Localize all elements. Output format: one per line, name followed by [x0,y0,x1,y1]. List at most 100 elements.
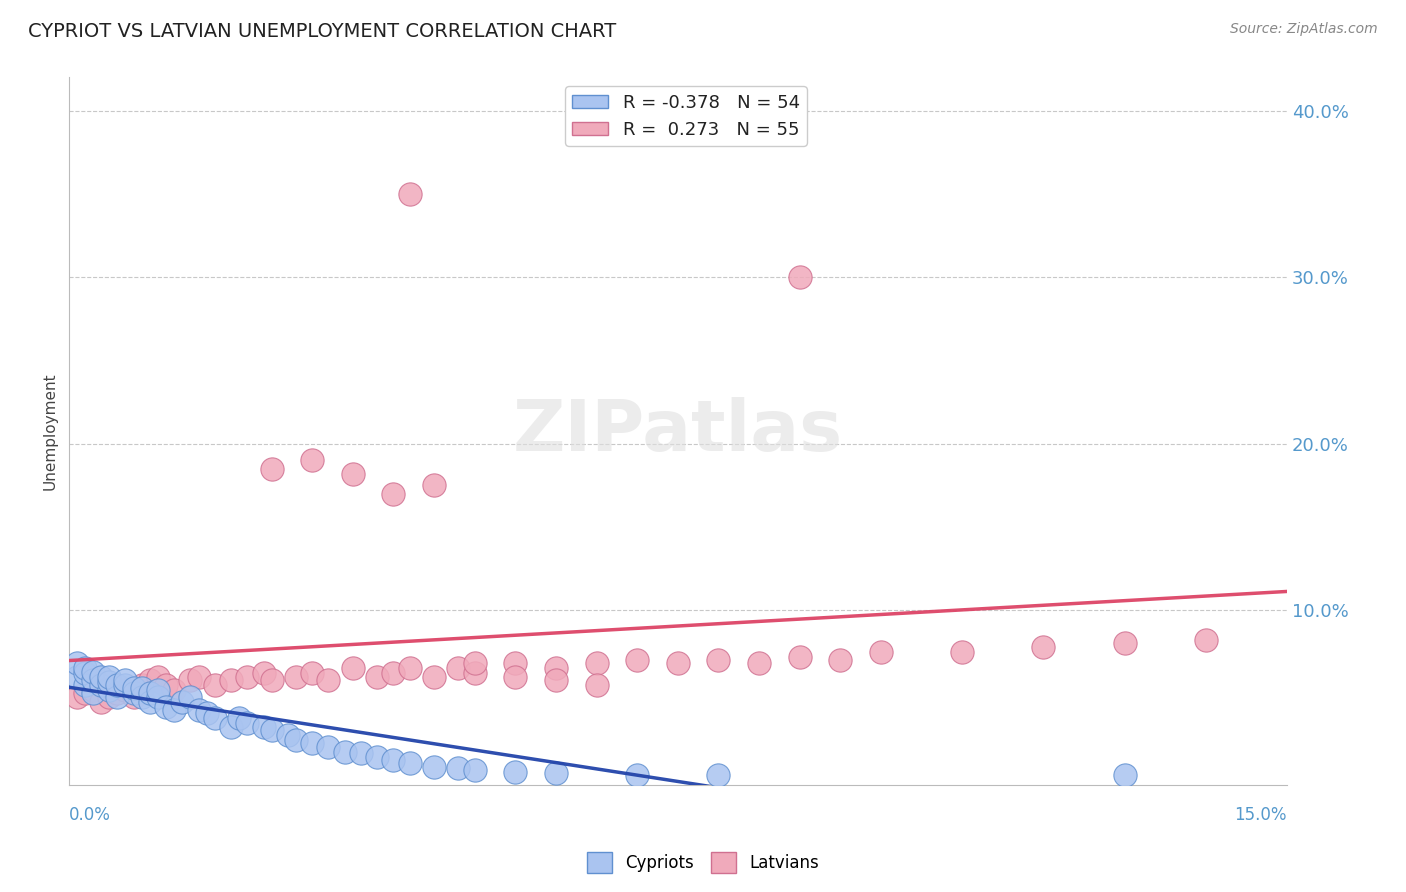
Point [464,763,486,777]
Point [285,670,308,684]
Point [172,695,194,709]
Point [90,678,112,692]
Point [73,666,96,681]
Point [464,657,486,671]
Point [122,690,145,704]
Point [342,661,364,675]
Point [82,665,104,679]
Point [1032,640,1054,654]
Point [505,764,527,779]
Point [105,690,128,704]
Point [122,681,145,696]
Point [163,683,186,698]
Point [870,645,893,659]
Point [73,686,96,700]
Point [204,711,226,725]
Point [73,661,96,675]
Point [82,686,104,700]
Point [131,690,153,704]
Point [342,467,364,481]
Point [260,673,283,687]
Point [122,686,145,700]
Point [260,723,283,737]
Point [155,678,177,692]
Point [666,657,689,671]
Point [277,728,299,742]
Legend: Cypriots, Latvians: Cypriots, Latvians [581,846,825,880]
Point [179,673,201,687]
Point [105,686,128,700]
Point [626,653,648,667]
Point [366,670,388,684]
Point [464,666,486,681]
Point [139,695,162,709]
Point [155,699,177,714]
Point [585,678,607,692]
Point [505,657,527,671]
Point [748,657,770,671]
Point [1114,768,1136,782]
Point [398,186,420,201]
Point [73,678,96,692]
Point [707,768,730,782]
Point [90,695,112,709]
Point [301,453,323,467]
Point [252,666,274,681]
Text: 15.0%: 15.0% [1234,806,1286,824]
Point [98,683,121,698]
Point [252,720,274,734]
Text: CYPRIOT VS LATVIAN UNEMPLOYMENT CORRELATION CHART: CYPRIOT VS LATVIAN UNEMPLOYMENT CORRELAT… [28,22,616,41]
Point [139,673,162,687]
Point [187,703,209,717]
Point [301,736,323,750]
Point [66,670,89,684]
Y-axis label: Unemployment: Unemployment [44,372,58,490]
Point [789,649,811,664]
Point [423,759,446,773]
Point [544,673,567,687]
Point [114,673,136,687]
Point [131,681,153,696]
Point [544,766,567,780]
Point [236,716,259,731]
Point [114,683,136,698]
Point [447,661,470,675]
Point [423,478,446,492]
Point [301,666,323,681]
Point [950,645,973,659]
Legend: R = -0.378   N = 54, R =  0.273   N = 55: R = -0.378 N = 54, R = 0.273 N = 55 [565,87,807,146]
Point [98,674,121,689]
Point [163,703,186,717]
Point [66,657,89,671]
Text: ZIPatlas: ZIPatlas [513,397,842,466]
Point [139,686,162,700]
Point [82,673,104,687]
Point [333,745,356,759]
Point [382,753,405,767]
Point [114,678,136,692]
Point [398,756,420,771]
Point [585,657,607,671]
Point [131,678,153,692]
Point [707,653,730,667]
Point [626,768,648,782]
Point [789,270,811,285]
Point [544,661,567,675]
Point [350,746,373,760]
Point [1195,633,1218,648]
Point [260,461,283,475]
Point [285,733,308,747]
Point [187,670,209,684]
Point [505,670,527,684]
Point [90,670,112,684]
Text: Source: ZipAtlas.com: Source: ZipAtlas.com [1230,22,1378,37]
Point [219,720,242,734]
Point [1114,636,1136,650]
Point [382,486,405,500]
Point [66,690,89,704]
Point [236,670,259,684]
Point [318,739,340,754]
Point [447,761,470,775]
Point [82,683,104,698]
Point [146,683,169,698]
